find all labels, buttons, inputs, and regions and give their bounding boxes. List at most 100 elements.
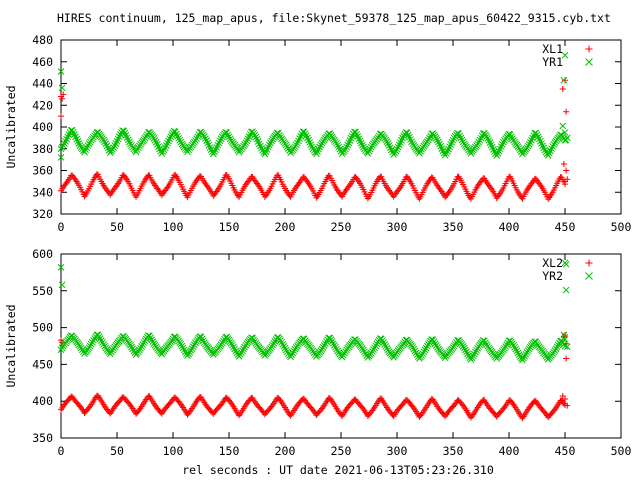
data-point [198,335,206,343]
data-point [261,193,268,200]
data-point [343,143,350,151]
data-point [231,345,238,353]
data-point [561,51,569,59]
data-point [216,137,224,145]
data-point [562,331,568,338]
data-point [187,347,195,354]
data-point [57,263,65,271]
x-tick-label: 400 [499,220,520,234]
legend-marker [585,272,593,280]
data-point [152,138,160,146]
data-point [128,343,135,351]
data-point [75,140,83,147]
data-point [451,402,458,409]
y-tick-label: 460 [32,55,53,69]
data-point [421,346,429,354]
data-point [563,167,570,174]
data-point [511,343,518,351]
data-point [58,281,66,289]
data-point [86,342,94,350]
legend-marker [585,58,593,66]
data-point [188,345,196,352]
data-point [562,395,568,402]
data-point [147,334,154,342]
chart-panel-2: 350 400 450 500 550 600 0 50 100 150 200 250 300 350 4… [4,247,631,458]
data-point [280,342,288,350]
data-point [60,91,67,98]
series-XL1 [58,77,571,203]
data-point [472,348,479,356]
data-point [368,409,375,416]
data-point [58,84,66,92]
data-point [249,334,256,342]
data-point [357,139,365,147]
data-point [319,344,327,351]
data-point [183,350,190,358]
data-point [193,135,200,143]
data-point [110,144,117,151]
y-tick-label: 340 [32,185,53,199]
data-point [201,133,208,141]
y-tick-label: 600 [32,247,53,261]
data-point [482,339,489,347]
legend-marker [585,45,593,53]
data-point [500,138,507,146]
data-point [334,141,341,149]
data-point [392,147,400,155]
data-point [342,145,349,153]
data-point [473,346,480,354]
x-tick-label: 250 [331,220,352,234]
data-point [441,151,449,159]
data-point [562,136,570,144]
data-point [395,187,402,194]
data-point [384,140,392,147]
data-point [300,128,308,136]
x-tick-label: 500 [611,444,632,458]
data-point [481,337,488,345]
data-point [563,108,570,115]
data-point [524,142,532,150]
data-point [521,352,529,360]
data-point [560,341,568,348]
data-point [383,138,391,145]
data-point [470,350,478,358]
data-point [101,138,109,146]
data-point [274,129,282,137]
data-point [96,335,104,342]
data-point [549,143,557,150]
data-point [559,85,566,92]
x-tick-label: 0 [58,220,65,234]
data-point [552,345,560,353]
data-point [407,136,414,143]
data-point [232,347,240,355]
data-point [281,344,289,352]
data-point [70,173,77,180]
data-point [478,178,484,185]
data-point [493,152,501,159]
y-tick-label: 550 [32,284,53,298]
data-point [278,339,285,346]
data-point [224,131,232,139]
x-tick-label: 50 [110,444,124,458]
data-point [176,399,183,406]
y-tick-label: 350 [32,431,53,445]
data-point [178,342,186,350]
data-point [327,336,335,344]
data-point [168,397,175,404]
legend-label: YR2 [542,269,563,283]
data-point [194,133,201,141]
data-point [135,408,142,415]
data-point [317,141,325,149]
data-point [137,344,144,352]
data-point [476,136,484,144]
data-point [251,131,259,139]
data-point [560,160,567,167]
x-tick-label: 500 [611,220,632,234]
data-point [229,341,236,349]
data-point [290,347,298,355]
data-point [258,144,265,152]
x-tick-label: 400 [499,444,520,458]
data-point [420,348,428,356]
x-tick-label: 150 [219,444,240,458]
